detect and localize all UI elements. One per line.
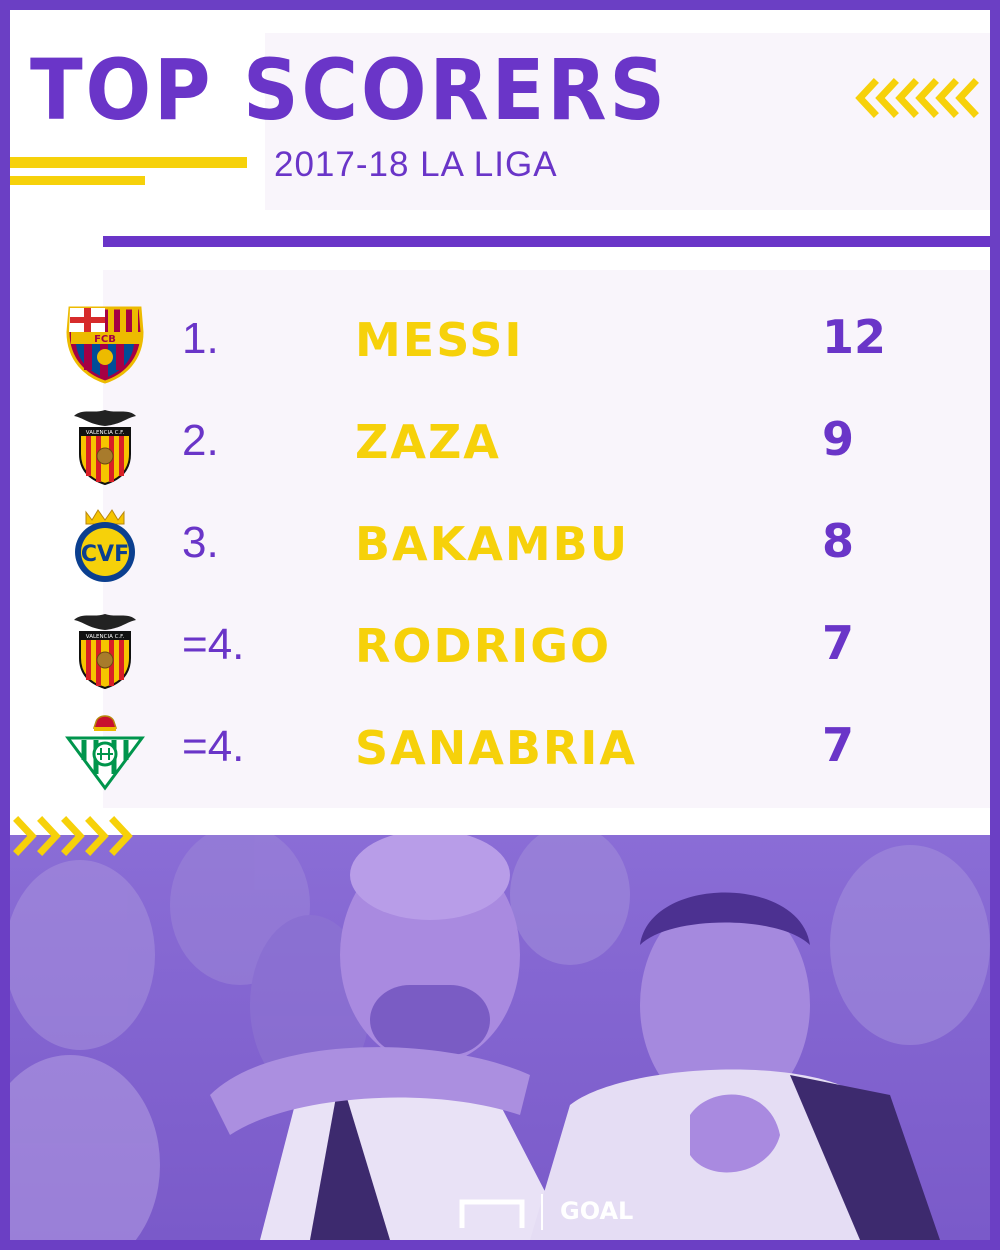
scorers-table bbox=[103, 270, 990, 808]
goal-count: 12 bbox=[822, 310, 887, 364]
header-divider bbox=[103, 236, 990, 247]
chevrons-left-icon bbox=[855, 78, 979, 118]
rank-label: =4. bbox=[182, 722, 245, 771]
table-row: VALENCIA C.F. 2. ZAZA 9 bbox=[0, 402, 1000, 502]
rank-label: 2. bbox=[182, 416, 219, 465]
goal-logo-icon bbox=[459, 1194, 543, 1230]
players-photo bbox=[10, 835, 990, 1240]
barcelona-crest-text: FCB bbox=[94, 334, 116, 345]
table-row: VALENCIA C.F. =4. RODRIGO 7 bbox=[0, 606, 1000, 706]
valencia-crest-text: VALENCIA C.F. bbox=[86, 430, 125, 436]
villarreal-crest-icon: CVF bbox=[75, 509, 135, 582]
page-title: TOP SCORERS bbox=[30, 41, 668, 139]
barcelona-crest-icon: FCB bbox=[66, 306, 144, 384]
player-name: MESSI bbox=[355, 313, 524, 367]
player-name: SANABRIA bbox=[355, 721, 638, 775]
player-name: RODRIGO bbox=[355, 619, 612, 673]
accent-bar-long bbox=[10, 157, 247, 168]
goal-count: 7 bbox=[822, 616, 855, 670]
table-row: FCB 1. MESSI 12 bbox=[0, 300, 1000, 400]
accent-bar-short bbox=[10, 176, 145, 185]
villarreal-crest-text: CVF bbox=[81, 542, 129, 567]
goal-logo-text: GOAL bbox=[560, 1197, 634, 1225]
valencia-crest-icon: VALENCIA C.F. bbox=[74, 410, 136, 486]
real-betis-crest-icon bbox=[65, 715, 145, 791]
rank-label: 3. bbox=[182, 518, 219, 567]
player-name: BAKAMBU bbox=[355, 517, 630, 571]
page-subtitle: 2017-18 LA LIGA bbox=[274, 145, 558, 184]
valencia-crest-text: VALENCIA C.F. bbox=[86, 634, 125, 640]
chevrons-right-icon bbox=[13, 816, 133, 856]
rank-label: 1. bbox=[182, 314, 219, 363]
player-name: ZAZA bbox=[355, 415, 501, 469]
table-row: =4. SANABRIA 7 bbox=[0, 708, 1000, 808]
goal-count: 9 bbox=[822, 412, 855, 466]
table-row: CVF 3. BAKAMBU 8 bbox=[0, 504, 1000, 604]
goal-count: 8 bbox=[822, 514, 855, 568]
valencia-crest-icon: VALENCIA C.F. bbox=[74, 614, 136, 690]
goal-count: 7 bbox=[822, 718, 855, 772]
rank-label: =4. bbox=[182, 620, 245, 669]
header-panel bbox=[265, 33, 990, 210]
